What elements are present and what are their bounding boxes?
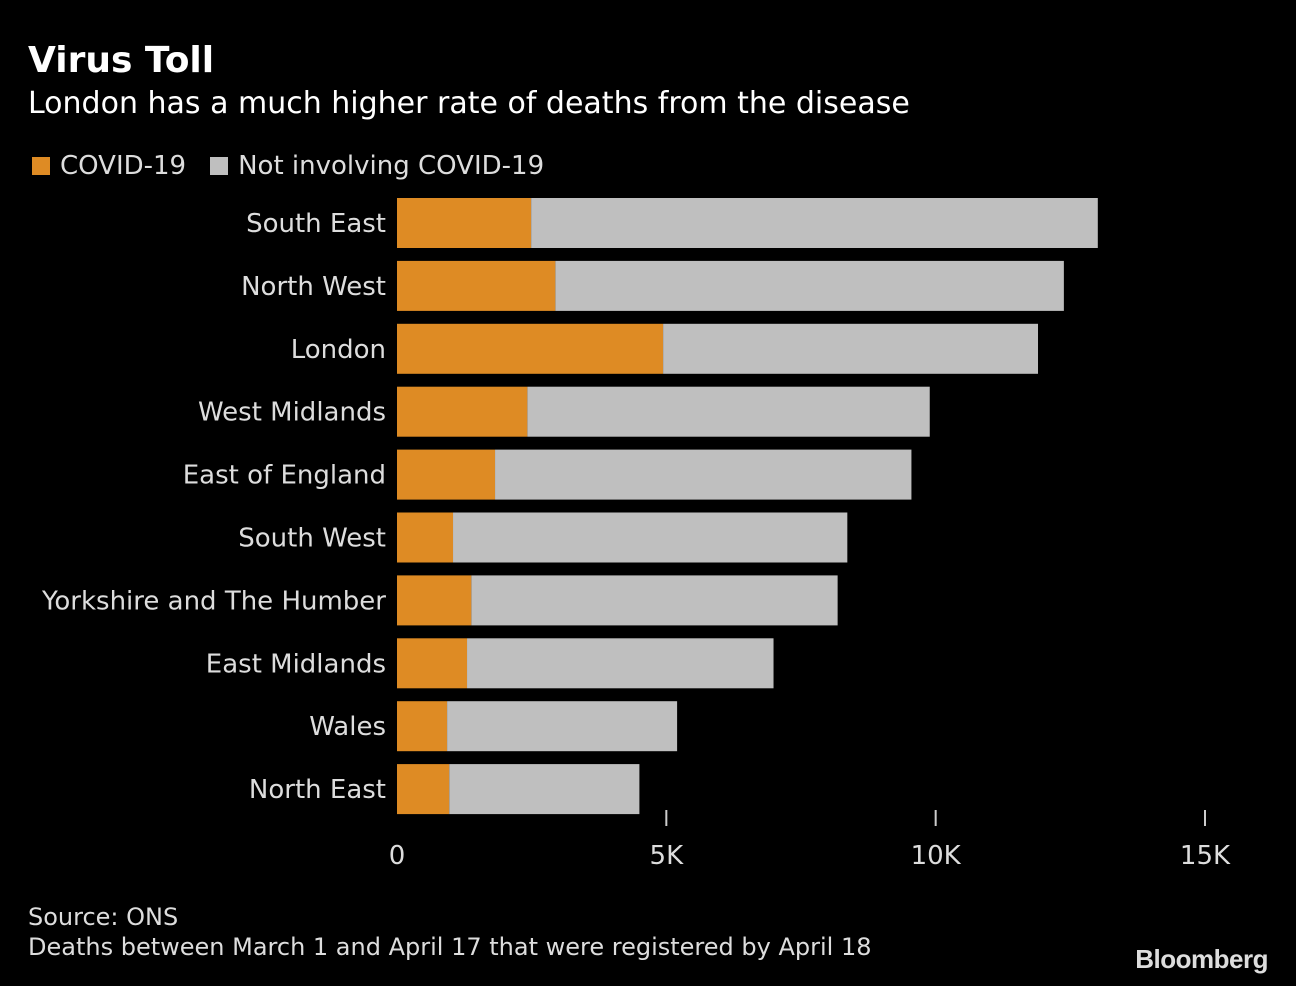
category-label: South East xyxy=(246,209,386,239)
bar-covid xyxy=(397,764,450,815)
chart-title: Virus Toll xyxy=(28,40,215,81)
bar-not-covid xyxy=(495,449,912,500)
category-label: East Midlands xyxy=(206,649,386,679)
bar-not-covid xyxy=(471,575,838,626)
category-label: Yorkshire and The Humber xyxy=(41,586,386,616)
bar-not-covid xyxy=(447,701,678,752)
bar-covid xyxy=(397,449,496,500)
bar-covid xyxy=(397,198,532,248)
x-tick-label: 10K xyxy=(911,841,962,871)
legend: COVID-19 Not involving COVID-19 xyxy=(32,151,568,181)
bar-not-covid xyxy=(527,386,930,437)
legend-label-covid: COVID-19 xyxy=(60,151,187,181)
footnote: Deaths between March 1 and April 17 that… xyxy=(28,933,872,961)
bloomberg-logo: Bloomberg xyxy=(1135,944,1268,974)
legend-swatch-covid xyxy=(32,157,50,175)
bar-not-covid xyxy=(663,323,1039,374)
category-label: West Midlands xyxy=(198,398,386,428)
legend-item-covid: COVID-19 xyxy=(32,151,186,181)
bar-covid xyxy=(397,701,448,752)
chart-subtitle: London has a much higher rate of deaths … xyxy=(28,86,910,121)
category-label: Wales xyxy=(309,712,386,742)
bar-covid xyxy=(397,638,468,689)
x-tick-label: 15K xyxy=(1180,841,1231,871)
bar-not-covid xyxy=(467,638,774,689)
x-tick-label: 5K xyxy=(650,841,685,871)
category-label: London xyxy=(291,335,386,365)
category-label: North West xyxy=(241,272,386,302)
category-label: North East xyxy=(249,775,386,805)
legend-label-not-covid: Not involving COVID-19 xyxy=(238,151,545,181)
bar-covid xyxy=(397,575,472,626)
bar-covid xyxy=(397,323,664,374)
source-note: Source: ONS xyxy=(28,903,179,931)
bar-not-covid xyxy=(453,512,848,563)
bar-not-covid xyxy=(555,260,1064,311)
bar-covid xyxy=(397,386,528,437)
bar-covid xyxy=(397,512,454,563)
bar-not-covid xyxy=(449,764,640,815)
bar-not-covid xyxy=(531,198,1098,248)
bar-covid xyxy=(397,260,556,311)
category-label: South West xyxy=(238,524,386,554)
legend-swatch-not-covid xyxy=(210,157,229,175)
category-label: East of England xyxy=(183,461,386,491)
legend-item-not-covid: Not involving COVID-19 xyxy=(210,151,544,181)
x-tick-label: 0 xyxy=(389,841,406,871)
